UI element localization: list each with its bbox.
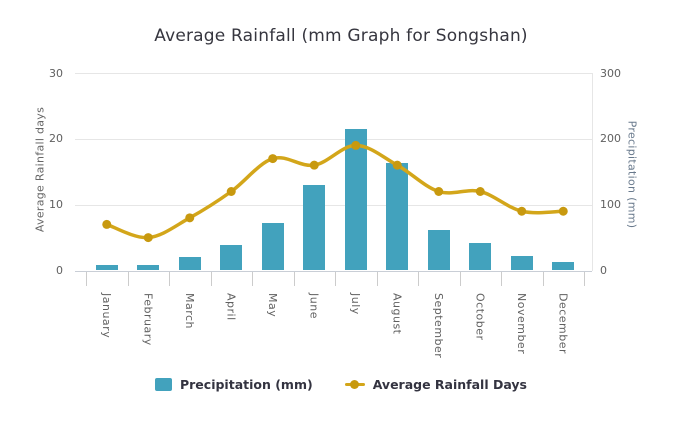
x-axis-label-january: January — [99, 293, 113, 339]
bar-june[interactable] — [303, 184, 326, 271]
bar-april[interactable] — [220, 245, 243, 271]
bar-december[interactable] — [552, 261, 575, 271]
x-axis-tick — [210, 271, 212, 286]
x-axis-label-september: September — [431, 293, 445, 359]
right-axis-tick-label: 0 — [600, 264, 607, 277]
precipitation-swatch-icon — [154, 378, 172, 391]
bar-october[interactable] — [469, 242, 492, 271]
x-axis-label-august: August — [390, 293, 404, 335]
gridline — [75, 204, 592, 206]
bar-march[interactable] — [178, 257, 201, 271]
left-axis-tick-label: 10 — [49, 198, 63, 212]
x-axis-tick — [293, 271, 295, 286]
marker-march[interactable] — [185, 213, 195, 223]
legend-item-rainfall-days[interactable]: Average Rainfall Days — [344, 377, 527, 392]
legend-label-rainfall-days: Average Rainfall Days — [372, 377, 527, 392]
x-axis-tick — [252, 271, 253, 286]
rainfall-days-line — [105, 143, 565, 240]
marker-september[interactable] — [434, 187, 444, 196]
x-axis-label-april: April — [224, 293, 238, 321]
right-axis-tick-label: 300 — [600, 66, 621, 80]
marker-january[interactable] — [102, 219, 112, 229]
legend-label-precipitation: Precipitation (mm) — [179, 377, 313, 392]
x-axis-tick — [127, 271, 129, 286]
x-axis-tick — [459, 271, 461, 286]
bar-september[interactable] — [427, 229, 450, 271]
x-axis-label-may: May — [265, 293, 279, 318]
bar-july[interactable] — [344, 128, 367, 271]
x-axis-tick — [335, 271, 336, 286]
x-axis-label-july: July — [348, 293, 362, 315]
x-axis-tick — [584, 271, 585, 286]
x-axis-label-march: March — [182, 293, 196, 330]
legend: Precipitation (mm) Average Rainfall Days — [0, 377, 682, 392]
marker-december[interactable] — [558, 206, 568, 216]
x-axis-tick — [376, 271, 378, 286]
bar-november[interactable] — [510, 256, 533, 271]
left-axis-title: Average Rainfall days — [33, 106, 47, 233]
x-axis-tick — [86, 271, 87, 286]
left-axis-tick-label: 20 — [49, 132, 63, 146]
x-axis-line — [75, 270, 592, 272]
x-axis-label-december: December — [556, 293, 570, 355]
x-axis-tick — [169, 271, 170, 286]
bar-may[interactable] — [261, 223, 284, 271]
bar-february[interactable] — [137, 264, 160, 271]
plot-right-border — [592, 73, 593, 271]
marker-june[interactable] — [309, 160, 319, 170]
legend-item-precipitation[interactable]: Precipitation (mm) — [154, 377, 313, 392]
right-axis-title: Precipitation (mm) — [625, 120, 639, 229]
marker-april[interactable] — [226, 187, 236, 196]
marker-february[interactable] — [143, 233, 153, 243]
right-axis-tick-label: 100 — [600, 198, 621, 212]
marker-november[interactable] — [517, 206, 527, 216]
x-axis-tick — [501, 271, 502, 286]
bar-january[interactable] — [95, 265, 118, 271]
gridline — [75, 138, 592, 140]
rainfall-days-line-icon — [344, 378, 365, 391]
x-axis-label-october: October — [473, 293, 487, 341]
x-axis-tick — [542, 271, 544, 286]
right-axis-tick-label: 200 — [600, 132, 621, 146]
bar-august[interactable] — [386, 163, 409, 271]
left-axis-tick-label: 0 — [56, 264, 63, 277]
left-axis-tick-label: 30 — [49, 66, 63, 80]
x-axis-label-june: June — [307, 293, 321, 319]
marker-october[interactable] — [475, 187, 485, 196]
x-axis-label-november: November — [514, 293, 528, 355]
marker-july[interactable] — [351, 140, 361, 150]
marker-august[interactable] — [392, 160, 402, 170]
marker-may[interactable] — [268, 154, 278, 164]
gridline — [75, 73, 592, 74]
x-axis-label-february: February — [141, 293, 155, 346]
chart-title: Average Rainfall (mm Graph for Songshan) — [154, 26, 528, 46]
x-axis-tick — [418, 271, 419, 286]
